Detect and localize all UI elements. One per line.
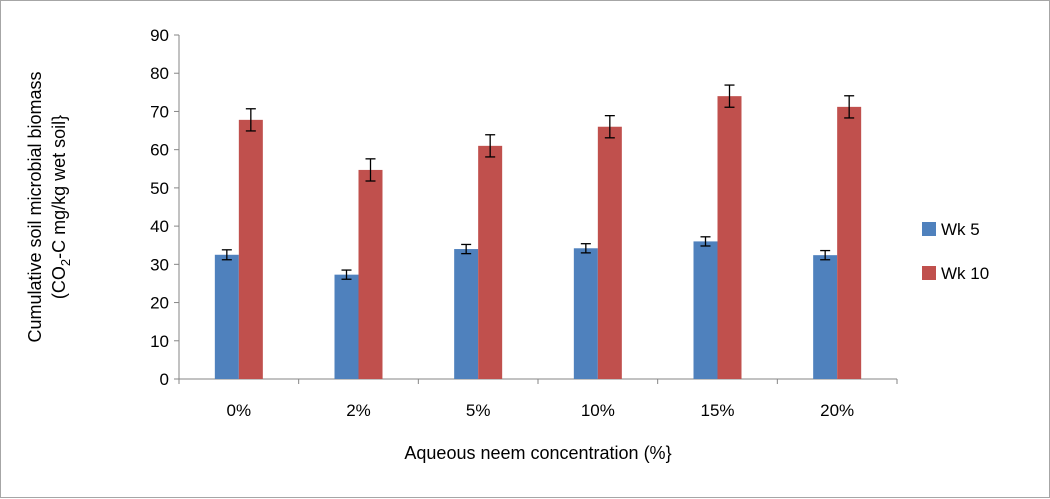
y-tick-label: 20	[150, 294, 169, 313]
error-bars	[221, 84, 855, 280]
x-tick-label: 15%	[700, 401, 734, 420]
y-axis-title-suffix: -C mg/kg wet soil}	[49, 115, 69, 259]
y-tick-label: 30	[150, 255, 169, 274]
bar	[454, 249, 479, 379]
bar	[334, 274, 359, 379]
y-ticks: 0 10 20 30 40 50 60 70 80 90	[150, 26, 179, 389]
y-tick-label: 80	[150, 64, 169, 83]
y-tick-label: 40	[150, 217, 169, 236]
x-tick-label: 5%	[466, 401, 491, 420]
y-tick-label: 0	[160, 370, 169, 389]
y-tick-label: 10	[150, 332, 169, 351]
y-tick-label: 50	[150, 179, 169, 198]
bar	[478, 145, 503, 379]
bar	[717, 96, 742, 380]
bar	[573, 248, 598, 379]
y-axis-title-subscript: 2	[58, 259, 73, 266]
legend-label: Wk 5	[941, 220, 980, 239]
bar	[837, 106, 862, 379]
x-tick-label: 10%	[581, 401, 615, 420]
x-ticks: 0% 2% 5% 10% 15% 20%	[178, 379, 898, 420]
bar	[358, 169, 383, 379]
legend-swatch	[922, 222, 936, 236]
legend-swatch	[922, 266, 936, 280]
x-tick-label: 20%	[820, 401, 854, 420]
bar	[238, 119, 263, 379]
x-axis-title: Aqueous neem concentration (%}	[404, 443, 671, 463]
y-tick-label: 90	[150, 26, 169, 45]
legend-label: Wk 10	[941, 264, 989, 283]
y-axis-title-line2: (CO2-C mg/kg wet soil}	[49, 115, 73, 299]
bar	[597, 126, 622, 379]
y-tick-label: 60	[150, 141, 169, 160]
bars	[214, 96, 862, 380]
axes	[178, 35, 897, 380]
y-axis-title-prefix: (CO	[49, 266, 69, 299]
bar	[813, 255, 838, 379]
bar	[693, 241, 718, 379]
x-tick-label: 2%	[346, 401, 371, 420]
bar	[214, 254, 239, 379]
legend: Wk 5 Wk 10	[922, 220, 989, 283]
y-tick-label: 70	[150, 102, 169, 121]
x-tick-label: 0%	[227, 401, 252, 420]
y-axis-title-line1: Cumulative soil microbial biomass	[25, 71, 45, 342]
